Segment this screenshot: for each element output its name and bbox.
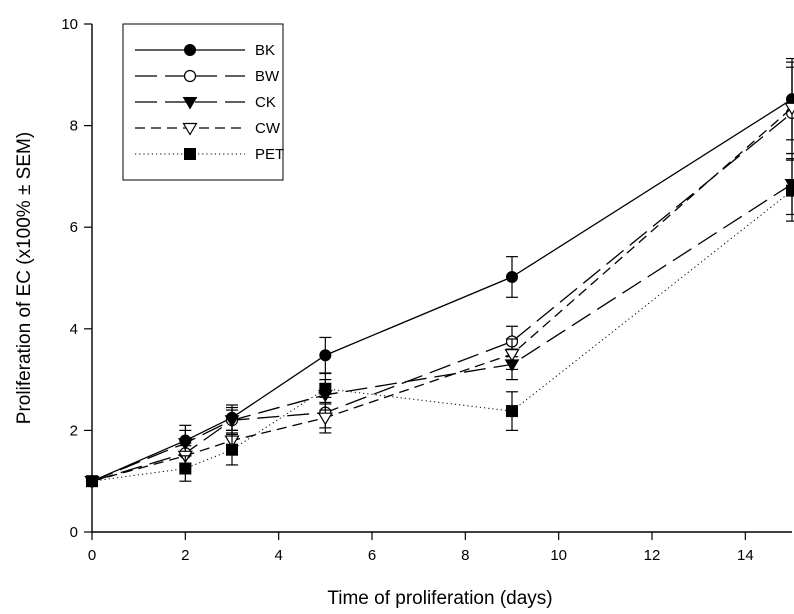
x-tick-label: 0: [88, 547, 96, 564]
x-tick-label: 10: [550, 547, 567, 564]
series-line-bk: [91, 98, 793, 482]
y-tick-label: 4: [70, 321, 78, 338]
legend-item-pet: PET: [135, 146, 284, 163]
y-tick-label: 10: [61, 16, 78, 33]
data-point-cw: [784, 102, 794, 116]
y-axis-title: Proliferation of EC (x100% ± SEM): [14, 132, 35, 424]
legend-item-ck: CK: [135, 94, 276, 111]
legend-marker-pet: [184, 148, 196, 160]
axes: 0 2 4 6 8 10 0 2 4 6 8 10 12 14: [61, 16, 792, 564]
x-tick-label: 4: [274, 547, 282, 564]
data-point-bk: [319, 349, 332, 362]
data-point-pet: [226, 443, 238, 456]
legend-item-bw: BW: [135, 68, 280, 85]
x-ticks: 0 2 4 6 8 10 12 14: [88, 532, 754, 564]
data-point-cw: [504, 349, 520, 362]
x-tick-label: 2: [181, 547, 189, 564]
x-tick-label: 8: [461, 547, 469, 564]
data-point-pet: [786, 184, 794, 197]
legend-item-bk: BK: [135, 42, 275, 59]
x-axis-title: Time of proliferation (days): [327, 588, 552, 609]
legend-label: BK: [255, 42, 275, 59]
legend-label: CW: [255, 120, 281, 137]
series-line-pet: [91, 190, 793, 482]
legend-marker-bk: [184, 44, 196, 56]
series-line-ck: [91, 183, 793, 482]
x-tick-label: 14: [737, 547, 754, 564]
legend-label: BW: [255, 68, 280, 85]
y-tick-label: 8: [70, 118, 78, 135]
y-tick-label: 2: [70, 422, 78, 439]
y-ticks: 0 2 4 6 8 10: [61, 16, 92, 541]
data-point-cw: [317, 412, 333, 426]
x-tick-label: 6: [368, 547, 376, 564]
data-point-pet: [179, 462, 192, 475]
legend-label: PET: [255, 146, 284, 163]
data-point-pet: [319, 382, 332, 395]
data-point-ck: [177, 438, 193, 451]
y-tick-label: 6: [70, 219, 78, 236]
series-layer: [84, 57, 794, 489]
data-point-pet: [506, 405, 518, 418]
series-line-bw: [91, 112, 793, 482]
series-line-cw: [91, 107, 793, 482]
legend-item-cw: CW: [135, 120, 281, 137]
legend-marker-bw: [183, 69, 197, 83]
x-tick-label: 12: [644, 547, 661, 564]
series-pet: [86, 159, 794, 488]
data-point-ck: [224, 415, 240, 428]
legend: BK BW CK CW PET: [122, 23, 284, 181]
data-point-pet: [86, 475, 98, 488]
legend-marker-ck: [182, 97, 198, 110]
legend-marker-cw: [182, 122, 198, 136]
y-tick-label: 0: [70, 524, 78, 541]
data-point-bk: [506, 270, 518, 283]
legend-label: CK: [255, 94, 276, 111]
